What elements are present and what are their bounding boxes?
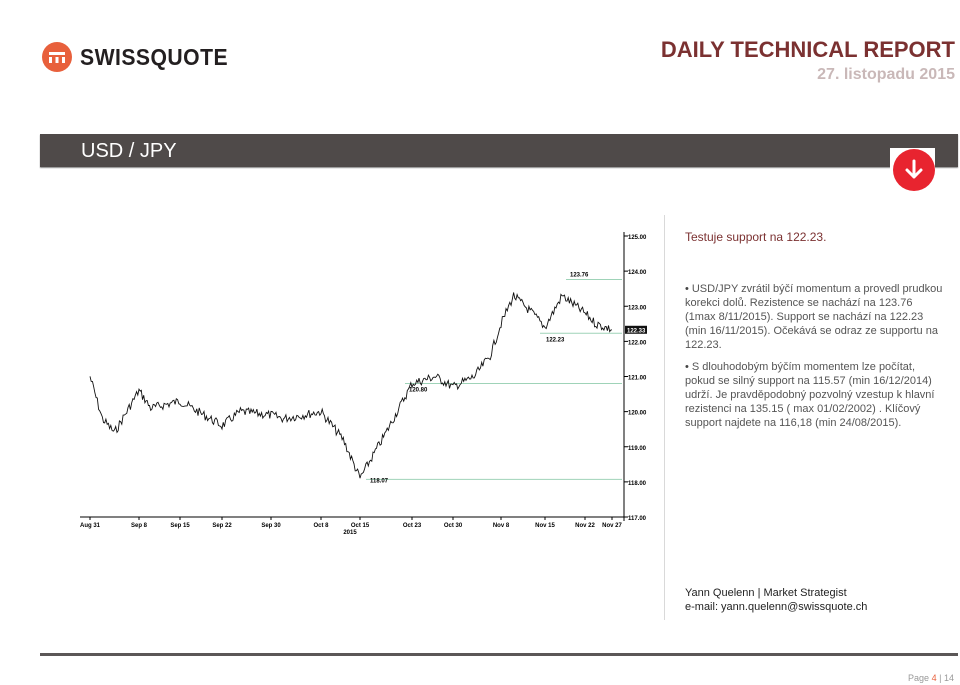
x-tick-label: Sep 22 xyxy=(212,523,232,529)
level-label: 118.07 xyxy=(370,478,389,484)
author-email[interactable]: e-mail: yann.quelenn@swissquote.ch xyxy=(685,601,868,613)
x-tick-label: Aug 31 xyxy=(80,523,101,529)
report-title: DAILY TECHNICAL REPORT xyxy=(660,37,955,62)
y-tick-label: 118.00 xyxy=(628,481,647,487)
x-tick-label: Nov 22 xyxy=(575,523,595,529)
x-tick-label: Oct 30 xyxy=(444,523,463,529)
y-tick-label: 125.00 xyxy=(628,235,647,241)
current-price-tag xyxy=(625,325,647,334)
x-tick-label: Sep 30 xyxy=(261,523,281,529)
swissquote-logo-icon xyxy=(42,42,72,72)
y-tick-label: 121.00 xyxy=(628,376,647,382)
x-tick-label: Nov 15 xyxy=(535,523,555,529)
x-tick-label: Oct 15 xyxy=(351,523,370,529)
usdjpy-price-chart: 125.00 124.00 123.00 122.00 121.00 120.00 119.… xyxy=(80,232,647,536)
x-tick-label: Oct 23 xyxy=(403,523,422,529)
footer-divider xyxy=(40,653,958,656)
pair-title: USD / JPY xyxy=(81,140,177,162)
level-label: 120.80 xyxy=(409,388,428,394)
price-series-line xyxy=(89,292,613,479)
analysis-headline: Testuje support na 122.23. xyxy=(685,230,827,244)
report-date: 27. listopadu 2015 xyxy=(817,66,955,83)
analysis-bullet-1-text: USD/JPY zvrátil býčí momentum a provedl … xyxy=(685,283,943,351)
page-separator: | xyxy=(939,673,942,683)
x-tick-label: Oct 8 xyxy=(313,523,329,529)
column-divider xyxy=(664,215,665,620)
x-tick-label: Nov 27 xyxy=(602,523,622,529)
y-tick-label: 123.00 xyxy=(628,305,647,311)
y-tick-label: 124.00 xyxy=(628,270,647,276)
level-label: 123.76 xyxy=(570,273,589,279)
x-year-label: 2015 xyxy=(343,530,357,536)
page-total: 14 xyxy=(943,673,954,683)
arrow-down-icon xyxy=(893,149,935,191)
x-tick-label: Sep 8 xyxy=(131,523,148,529)
analysis-bullet-2-text: S dlouhodobým býčím momentem lze počítat… xyxy=(685,361,935,429)
analysis-bullet-1: • USD/JPY zvrátil býčí momentum a provedl… xyxy=(685,283,943,351)
page-current: 4 xyxy=(931,673,937,683)
y-tick-label: 120.00 xyxy=(628,411,647,417)
y-tick-label: 117.00 xyxy=(628,516,647,522)
y-tick-label: 122.00 xyxy=(628,340,647,346)
page-number: Page 4 | 14 xyxy=(908,673,954,683)
current-price-label: 122.33 xyxy=(627,328,646,334)
author-block: Yann Quelenn | Market Strategist e-mail:… xyxy=(685,586,945,614)
analysis-bullet-2: • S dlouhodobým býčím momentem lze počíta… xyxy=(685,361,935,429)
author-name: Yann Quelenn | Market Strategist xyxy=(685,587,847,599)
x-tick-label: Nov 8 xyxy=(493,523,510,529)
swissquote-logo: SWISSQUOTE xyxy=(42,42,241,72)
brand-name: SWISSQUOTE xyxy=(80,43,229,70)
x-tick-label: Sep 15 xyxy=(170,523,190,529)
level-label: 122.23 xyxy=(546,337,565,343)
y-tick-label: 119.00 xyxy=(628,446,647,452)
page-label: Page xyxy=(908,673,930,683)
